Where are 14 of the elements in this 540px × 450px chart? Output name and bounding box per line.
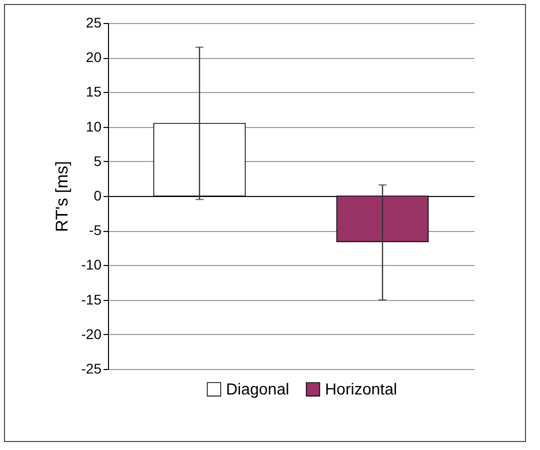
y-tick-label: 10 [86, 118, 102, 134]
y-tick-label: 5 [94, 152, 102, 169]
y-tick-label: 0 [94, 188, 102, 204]
y-tick-label: -5 [89, 222, 102, 238]
legend-label: Diagonal [226, 381, 290, 398]
y-tick-label: -25 [81, 360, 102, 376]
y-tick-label: -20 [81, 326, 102, 342]
y-tick-label: 20 [86, 49, 102, 66]
y-axis-title: RT's [ms] [52, 161, 72, 232]
y-tick-label: -10 [81, 256, 102, 273]
y-tick-label: 25 [86, 14, 102, 30]
legend-label: Horizontal [325, 381, 398, 398]
y-tick-label: -15 [81, 291, 102, 308]
y-tick-label: 15 [86, 84, 102, 100]
